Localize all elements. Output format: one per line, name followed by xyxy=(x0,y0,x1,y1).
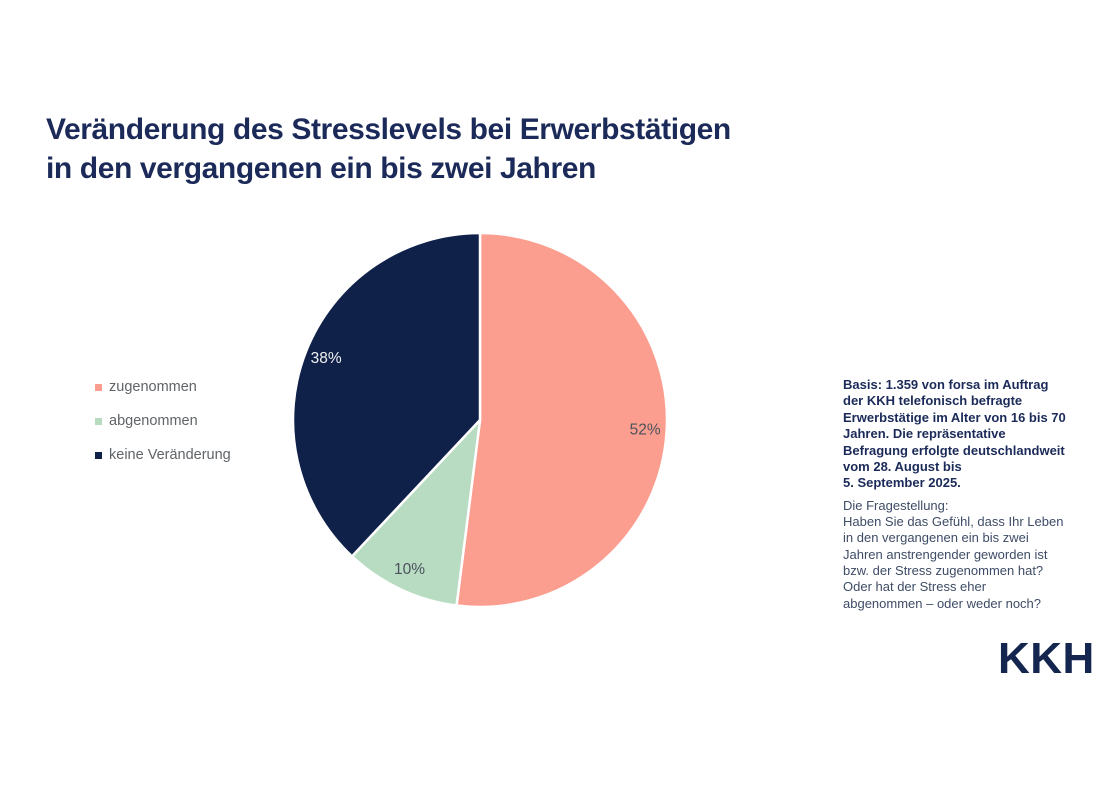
legend-item-zugenommen: zugenommen xyxy=(95,379,231,396)
legend-marker-keine-veraenderung-icon xyxy=(95,452,102,459)
kkh-logo: KKH xyxy=(998,634,1095,683)
legend-item-keine-veraenderung: keine Veränderung xyxy=(95,447,231,464)
page-title: Veränderung des Stresslevels bei Erwerbs… xyxy=(46,113,731,185)
question-note: Die Fragestellung: Haben Sie das Gefühl,… xyxy=(843,497,1064,611)
chart-legend: zugenommen abgenommen keine Veränderung xyxy=(95,379,231,464)
pie-data-label: 10% xyxy=(394,561,425,578)
legend-label: zugenommen xyxy=(109,379,197,395)
pie-slice-1 xyxy=(350,418,482,607)
pie-slice-0 xyxy=(455,231,669,609)
legend-marker-zugenommen-icon xyxy=(95,384,102,391)
legend-label: keine Veränderung xyxy=(109,447,231,463)
legend-label: abgenommen xyxy=(109,413,198,429)
legend-marker-abgenommen-icon xyxy=(95,418,102,425)
pie-slice-2 xyxy=(291,231,482,558)
legend-item-abgenommen: abgenommen xyxy=(95,413,231,430)
pie-data-label: 52% xyxy=(630,421,661,438)
pie-data-label: 38% xyxy=(311,350,342,367)
basis-note: Basis: 1.359 von forsa im Auftrag der KK… xyxy=(843,377,1066,491)
notes-column: Basis: 1.359 von forsa im Auftrag der KK… xyxy=(843,377,1088,612)
